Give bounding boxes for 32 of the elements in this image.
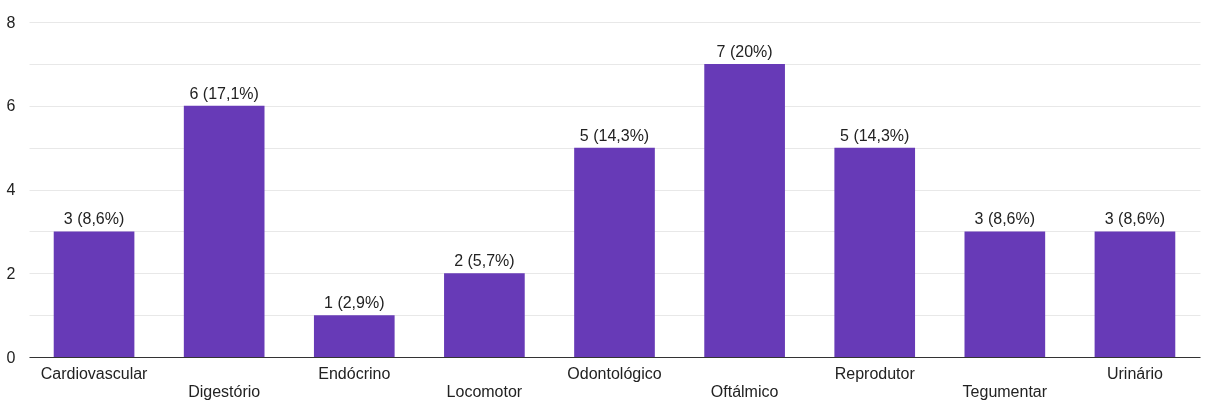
- x-tick-label: Tegumentar: [962, 382, 1048, 400]
- y-tick-label: 6: [6, 97, 16, 115]
- data-label: 2 (5,7%): [454, 252, 515, 270]
- bar: [444, 273, 525, 357]
- data-label: 3 (8,6%): [974, 210, 1036, 228]
- bar: [313, 315, 395, 357]
- bar: [183, 105, 265, 357]
- y-tick-label: 2: [6, 264, 16, 282]
- bar: [1094, 231, 1176, 357]
- data-label: 3 (8,6%): [1104, 210, 1166, 228]
- x-tick-label: Urinário: [1106, 364, 1164, 382]
- x-tick-label: Oftálmico: [710, 382, 779, 400]
- data-label: 7 (20%): [716, 42, 773, 60]
- data-label: 1 (2,9%): [324, 294, 385, 312]
- data-label: 5 (14,3%): [840, 126, 910, 144]
- bar: [704, 63, 785, 357]
- y-tick-label: 0: [6, 348, 16, 366]
- bar: [834, 147, 916, 357]
- data-label: 3 (8,6%): [63, 210, 125, 228]
- bar: [53, 231, 135, 357]
- y-tick-label: 8: [6, 13, 16, 31]
- x-tick-label: Cardiovascular: [40, 364, 149, 382]
- bar: [574, 147, 655, 357]
- x-tick-label: Odontológico: [567, 364, 662, 382]
- x-tick-label: Endócrino: [318, 364, 391, 382]
- x-tick-label: Reprodutor: [834, 364, 916, 382]
- bar: [964, 231, 1046, 357]
- x-tick-label: Digestório: [188, 382, 261, 400]
- data-label: 5 (14,3%): [579, 126, 650, 144]
- x-tick-label: Locomotor: [446, 382, 523, 400]
- y-tick-label: 4: [6, 181, 16, 198]
- data-label: 6 (17,1%): [189, 84, 259, 102]
